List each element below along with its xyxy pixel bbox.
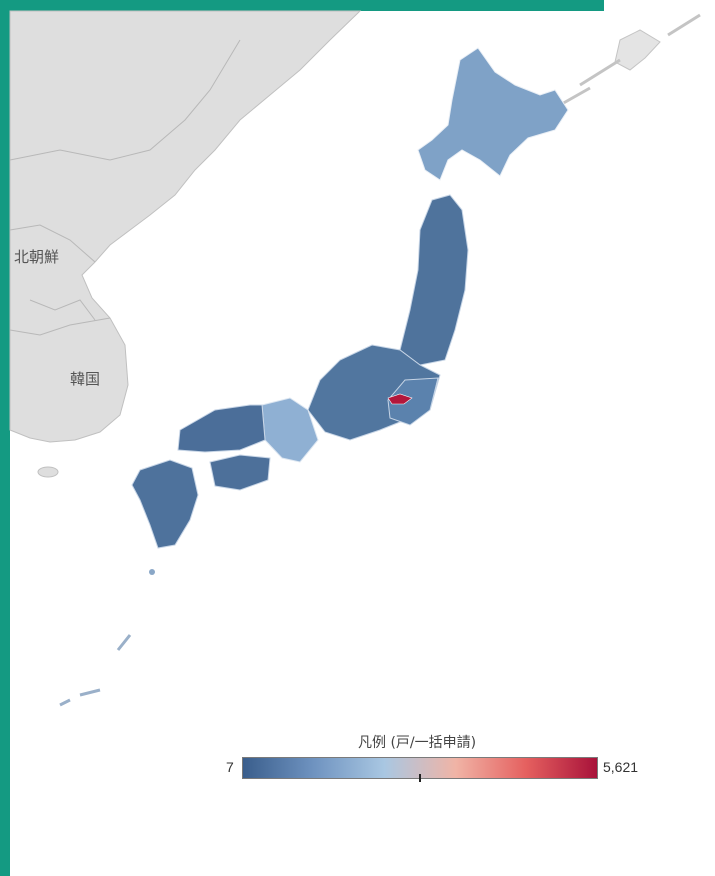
- region-kanto[interactable]: [387, 377, 439, 426]
- mainland-borders: [9, 39, 241, 336]
- prefecture-tokyo[interactable]: [387, 393, 413, 405]
- okinawa-islands: [59, 634, 132, 707]
- region-shikoku[interactable]: [209, 454, 271, 491]
- label-north-korea: 北朝鮮: [14, 248, 60, 266]
- legend-title: 凡例 (戸/一括申請): [358, 735, 477, 751]
- kuril-islands: [559, 13, 701, 107]
- prefecture-hokkaido[interactable]: [417, 47, 569, 181]
- legend-marker: [419, 774, 422, 782]
- frame-left-border: [0, 0, 10, 876]
- jeju-island: [37, 466, 59, 478]
- legend-min-label: 7: [226, 759, 234, 775]
- region-kansai[interactable]: [261, 397, 319, 463]
- frame-top-border: [0, 0, 604, 11]
- region-tohoku[interactable]: [399, 194, 469, 366]
- legend-max-label: 5,621: [603, 759, 639, 775]
- mainland-asia: [9, 10, 362, 443]
- label-south-korea: 韓国: [70, 370, 101, 388]
- sakhalin-island: [614, 29, 661, 71]
- small-island: [149, 569, 155, 575]
- region-chugoku[interactable]: [177, 404, 266, 453]
- region-kyushu[interactable]: [131, 459, 199, 549]
